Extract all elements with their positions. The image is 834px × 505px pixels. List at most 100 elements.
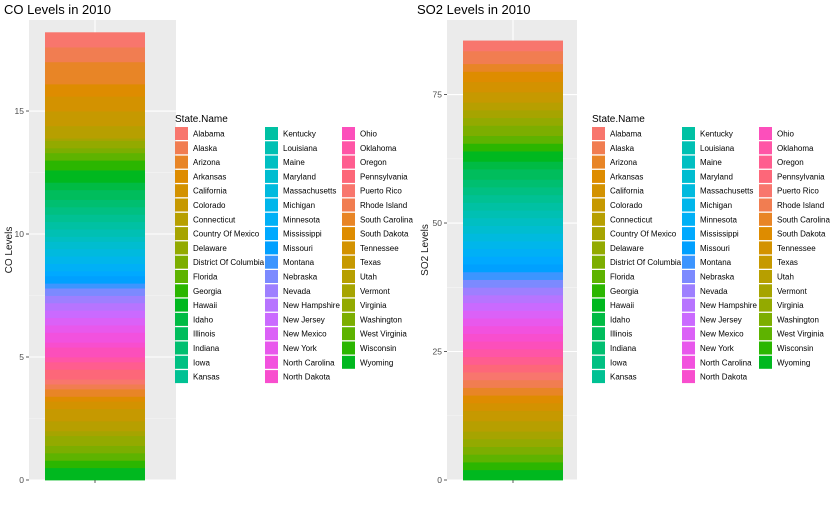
- legend-swatch: [682, 212, 695, 226]
- legend-label: Oregon: [777, 158, 804, 167]
- co-chart-title: CO Levels in 2010: [4, 2, 111, 17]
- legend-label: North Carolina: [700, 358, 752, 367]
- bar-segment-so2-19: [463, 210, 563, 219]
- bar-segment-co-19: [45, 229, 145, 237]
- legend-swatch: [682, 184, 695, 198]
- legend-swatch: [759, 184, 772, 198]
- legend-swatch: [682, 355, 695, 369]
- legend-swatch: [682, 284, 695, 298]
- legend-swatch: [759, 355, 772, 369]
- bar-segment-co-46: [45, 420, 145, 432]
- legend-label: Maryland: [700, 172, 733, 181]
- legend-label: Wisconsin: [777, 344, 813, 353]
- bar-segment-so2-46: [463, 420, 563, 432]
- legend-label: Indiana: [193, 344, 220, 353]
- bar-segment-co-1: [45, 47, 145, 63]
- legend-swatch: [592, 341, 605, 355]
- legend-label: Pennsylvania: [360, 172, 408, 181]
- bar-segment-so2-20: [463, 217, 563, 226]
- legend-swatch: [592, 298, 605, 312]
- legend-swatch: [342, 184, 355, 198]
- bar-segment-co-49: [45, 445, 145, 454]
- legend-label: Minnesota: [700, 215, 737, 224]
- bar-segment-co-4: [45, 96, 145, 112]
- legend-swatch: [682, 327, 695, 341]
- legend-swatch: [342, 212, 355, 226]
- legend-swatch: [592, 227, 605, 241]
- bar-segment-so2-24: [463, 248, 563, 257]
- bar-segment-co-22: [45, 248, 145, 257]
- bar-segment-so2-6: [463, 102, 563, 111]
- legend-swatch: [682, 141, 695, 155]
- co-y-axis-title: CO Levels: [4, 227, 15, 274]
- bar-segment-so2-18: [463, 202, 563, 211]
- bar-segment-co-25: [45, 270, 145, 277]
- legend-swatch: [759, 241, 772, 255]
- legend-swatch: [592, 184, 605, 198]
- y-tick-label: 50: [433, 218, 443, 228]
- bar-segment-co-7: [45, 138, 145, 141]
- bar-segment-co-2: [45, 61, 145, 85]
- legend-swatch: [592, 355, 605, 369]
- bar-segment-co-50: [45, 452, 145, 461]
- bar-segment-co-8: [45, 140, 145, 149]
- legend-swatch: [175, 141, 188, 155]
- y-tick-label: 0: [19, 475, 24, 485]
- legend-label: District Of Columbia: [193, 258, 265, 267]
- legend-label: Texas: [777, 258, 798, 267]
- bar-segment-co-33: [45, 325, 145, 333]
- bar-segment-co-43: [45, 396, 145, 402]
- bar-segment-co-38: [45, 361, 145, 370]
- bar-segment-so2-47: [463, 431, 563, 440]
- legend-swatch: [592, 284, 605, 298]
- bar-segment-co-48: [45, 435, 145, 446]
- bar-segment-co-35: [45, 342, 145, 348]
- legend-swatch: [682, 312, 695, 326]
- legend-swatch: [682, 241, 695, 255]
- bar-segment-co-0: [45, 32, 145, 48]
- legend-swatch: [342, 284, 355, 298]
- bar-segment-so2-44: [463, 402, 563, 412]
- legend-swatch: [342, 255, 355, 269]
- legend-swatch: [175, 184, 188, 198]
- legend-swatch: [759, 227, 772, 241]
- legend-label: Arizona: [193, 158, 221, 167]
- bar-segment-so2-33: [463, 318, 563, 327]
- legend-swatch: [342, 141, 355, 155]
- legend-label: New Hampshire: [283, 301, 340, 310]
- legend-label: Delaware: [610, 244, 644, 253]
- legend-swatch: [265, 212, 278, 226]
- legend-label: Delaware: [193, 244, 227, 253]
- legend-label: North Carolina: [283, 358, 335, 367]
- legend-label: New York: [700, 344, 735, 353]
- legend-swatch: [175, 298, 188, 312]
- bar-segment-co-52: [45, 467, 145, 481]
- bar-segment-co-45: [45, 408, 145, 422]
- y-tick-label: 25: [433, 347, 443, 357]
- legend-swatch: [265, 227, 278, 241]
- legend-label: New York: [283, 344, 318, 353]
- legend-swatch: [592, 198, 605, 212]
- bar-segment-so2-30: [463, 294, 563, 304]
- legend-swatch: [759, 155, 772, 169]
- bar-segment-so2-16: [463, 187, 563, 196]
- legend-label: Montana: [700, 258, 732, 267]
- bar-segment-co-23: [45, 256, 145, 264]
- bar-segment-co-13: [45, 182, 145, 191]
- bar-segment-so2-25: [463, 256, 563, 265]
- legend-label: California: [610, 187, 644, 196]
- legend-label: Florida: [193, 273, 218, 282]
- legend-label: New Hampshire: [700, 301, 757, 310]
- legend-label: Illinois: [610, 330, 632, 339]
- legend-swatch: [759, 169, 772, 183]
- legend-label: Nevada: [283, 287, 311, 296]
- legend-label: Texas: [360, 258, 381, 267]
- legend-swatch: [759, 212, 772, 226]
- legend-swatch: [265, 327, 278, 341]
- legend-label: Kentucky: [283, 130, 316, 139]
- legend-swatch: [759, 312, 772, 326]
- legend-swatch: [265, 198, 278, 212]
- bar-segment-so2-15: [463, 179, 563, 188]
- bar-segment-co-5: [45, 111, 145, 127]
